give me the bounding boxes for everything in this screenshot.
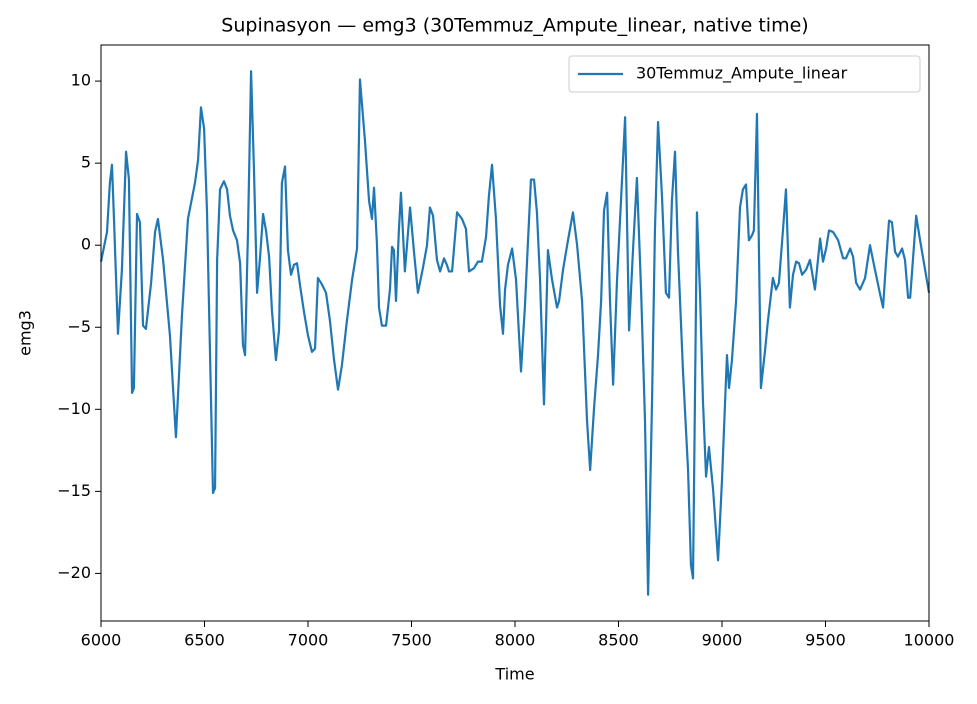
chart-title: Supinasyon — emg3 (30Temmuz_Ampute_linea… xyxy=(221,15,808,37)
legend-label: 30Temmuz_Ampute_linear xyxy=(636,64,848,84)
y-tick-label: −15 xyxy=(57,481,91,500)
x-tick-label: 8500 xyxy=(598,631,639,650)
y-tick-label: −5 xyxy=(67,317,91,336)
x-axis-label: Time xyxy=(494,665,534,684)
y-tick-label: 10 xyxy=(71,71,91,90)
x-tick-label: 9000 xyxy=(702,631,743,650)
y-tick-label: 5 xyxy=(81,153,91,172)
x-tick-label: 10000 xyxy=(904,631,955,650)
x-tick-label: 8000 xyxy=(495,631,536,650)
x-tick-label: 7000 xyxy=(288,631,329,650)
y-tick-label: −10 xyxy=(57,399,91,418)
x-tick-label: 6000 xyxy=(81,631,122,650)
legend-box xyxy=(568,55,921,93)
x-tick-label: 7500 xyxy=(391,631,432,650)
y-tick-label: 0 xyxy=(81,235,91,254)
data-line xyxy=(99,70,931,596)
y-axis-label: emg3 xyxy=(16,310,35,356)
x-tick-label: 6500 xyxy=(184,631,225,650)
plot-frame xyxy=(100,44,930,622)
x-tick-label: 9500 xyxy=(805,631,846,650)
y-tick-label: −20 xyxy=(57,563,91,582)
